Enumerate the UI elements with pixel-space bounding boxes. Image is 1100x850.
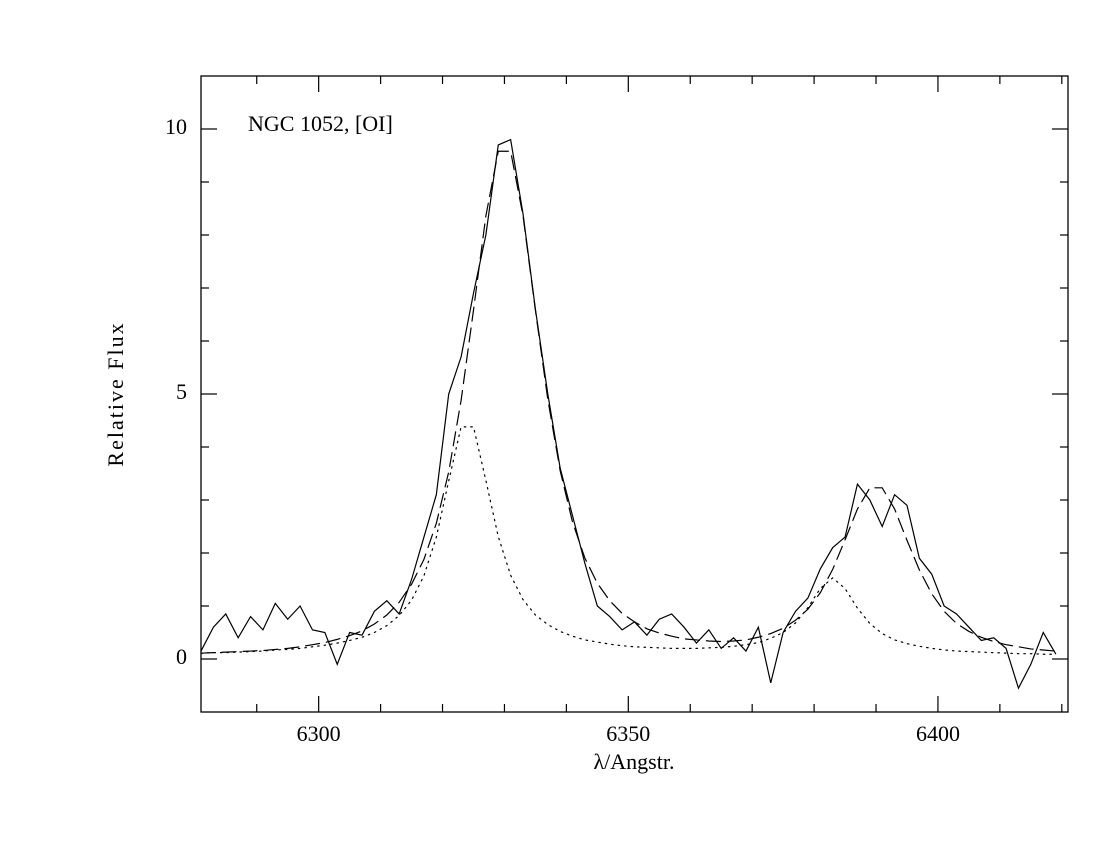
plot-frame: [200, 75, 1069, 713]
y-tick-label: 0: [176, 644, 187, 669]
y-tick-label: 10: [165, 114, 187, 139]
spectrum-line: [200, 150, 1057, 654]
x-tick-label: 6300: [297, 721, 341, 746]
annotation: NGC 1052, [OI]: [248, 111, 393, 136]
x-tick-label: 6400: [916, 721, 960, 746]
spectrum-line: [200, 138, 1057, 690]
x-axis-label: λ/Angstr.: [594, 749, 675, 774]
x-tick-label: 6350: [606, 721, 650, 746]
y-axis-label: Relative Flux: [103, 321, 128, 466]
spectrum-line: [200, 426, 1057, 655]
y-tick-label: 5: [176, 379, 187, 404]
